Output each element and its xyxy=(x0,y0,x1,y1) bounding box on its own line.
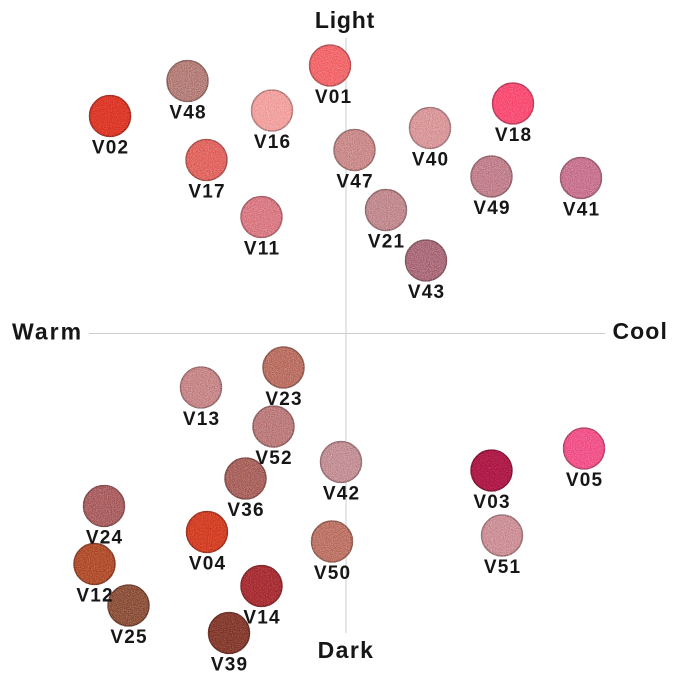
svg-text:Dark: Dark xyxy=(318,637,375,663)
svg-text:V49: V49 xyxy=(473,198,510,219)
svg-text:V24: V24 xyxy=(86,527,123,548)
svg-text:V40: V40 xyxy=(412,149,449,170)
svg-text:V01: V01 xyxy=(315,87,352,108)
svg-text:V14: V14 xyxy=(243,607,280,628)
svg-text:V13: V13 xyxy=(183,409,220,430)
svg-text:V41: V41 xyxy=(563,199,600,220)
svg-text:V39: V39 xyxy=(211,654,248,675)
svg-text:V42: V42 xyxy=(323,483,360,504)
svg-text:Cool: Cool xyxy=(612,318,668,344)
svg-text:V48: V48 xyxy=(169,102,206,123)
svg-text:V21: V21 xyxy=(368,231,405,252)
svg-text:V16: V16 xyxy=(254,132,291,153)
svg-text:V05: V05 xyxy=(566,470,603,491)
svg-text:V50: V50 xyxy=(314,563,351,584)
svg-text:V02: V02 xyxy=(92,137,129,158)
svg-text:V51: V51 xyxy=(484,557,521,578)
svg-text:Light: Light xyxy=(315,7,375,33)
svg-text:V47: V47 xyxy=(336,171,373,192)
svg-text:V04: V04 xyxy=(189,553,226,574)
svg-text:V17: V17 xyxy=(188,181,225,202)
svg-text:Warm: Warm xyxy=(12,319,83,345)
svg-text:V18: V18 xyxy=(495,125,532,146)
svg-text:V23: V23 xyxy=(265,389,302,410)
svg-text:V43: V43 xyxy=(408,282,445,303)
svg-text:V25: V25 xyxy=(110,627,147,648)
svg-text:V36: V36 xyxy=(227,500,264,521)
svg-text:V03: V03 xyxy=(473,492,510,513)
svg-text:V11: V11 xyxy=(244,238,280,259)
svg-text:V52: V52 xyxy=(255,448,292,469)
svg-text:V12: V12 xyxy=(76,585,113,606)
